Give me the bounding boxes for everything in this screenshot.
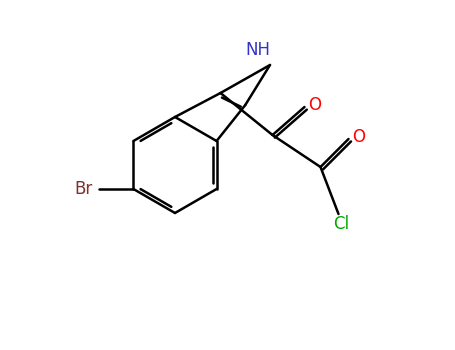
Text: Br: Br <box>74 180 92 198</box>
Text: Cl: Cl <box>334 215 349 233</box>
Text: O: O <box>352 128 365 146</box>
Text: O: O <box>308 96 321 114</box>
Text: NH: NH <box>246 41 271 59</box>
